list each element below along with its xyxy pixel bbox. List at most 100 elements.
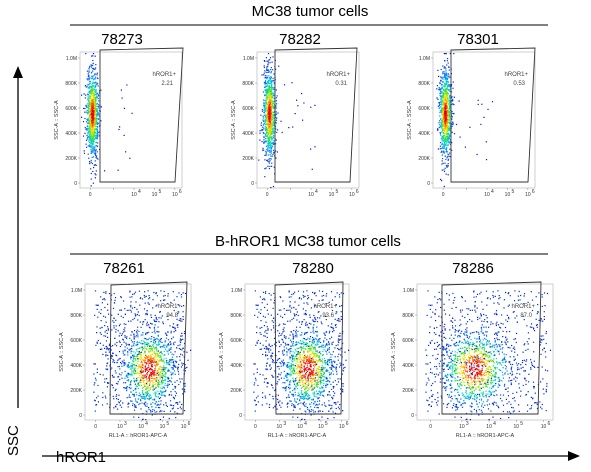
scatter-point bbox=[182, 292, 184, 294]
scatter-point bbox=[285, 388, 287, 390]
scatter-point bbox=[96, 120, 98, 122]
scatter-point bbox=[128, 344, 130, 346]
scatter-point bbox=[159, 356, 161, 359]
scatter-point bbox=[448, 136, 450, 138]
scatter-point bbox=[310, 106, 312, 108]
scatter-point bbox=[443, 125, 445, 127]
x-tick-label: 10 bbox=[277, 424, 283, 430]
scatter-point bbox=[270, 77, 272, 79]
scatter-point bbox=[444, 117, 446, 119]
scatter-point bbox=[285, 397, 288, 399]
scatter-point bbox=[150, 338, 152, 340]
scatter-point bbox=[176, 412, 178, 414]
scatter-point bbox=[331, 354, 333, 356]
scatter-point bbox=[95, 125, 97, 127]
scatter-point bbox=[271, 147, 273, 149]
scatter-point bbox=[159, 411, 161, 413]
scatter-point bbox=[139, 395, 141, 397]
scatter-point bbox=[441, 124, 443, 126]
scatter-point bbox=[95, 136, 97, 138]
scatter-point bbox=[275, 119, 277, 121]
scatter-point bbox=[447, 73, 449, 75]
scatter-point bbox=[89, 137, 91, 139]
scatter-point bbox=[292, 333, 294, 335]
scatter-point bbox=[118, 373, 120, 375]
scatter-point bbox=[149, 345, 151, 348]
scatter-point bbox=[181, 362, 183, 364]
scatter-point bbox=[158, 340, 160, 343]
scatter-point bbox=[162, 377, 164, 379]
scatter-point bbox=[92, 140, 94, 142]
scatter-point bbox=[298, 297, 300, 300]
scatter-point bbox=[86, 129, 88, 131]
scatter-point bbox=[307, 356, 309, 358]
scatter-point bbox=[104, 347, 106, 349]
scatter-point bbox=[292, 393, 294, 395]
scatter-point bbox=[97, 142, 99, 144]
scatter-point bbox=[91, 109, 93, 111]
scatter-point bbox=[291, 318, 293, 321]
scatter-point bbox=[443, 132, 445, 135]
scatter-point bbox=[152, 402, 154, 404]
scatter-point bbox=[92, 82, 94, 85]
scatter-point bbox=[117, 398, 119, 401]
scatter-point bbox=[263, 82, 265, 84]
scatter-point bbox=[119, 345, 121, 348]
scatter-point bbox=[94, 173, 96, 175]
scatter-point bbox=[277, 358, 279, 360]
scatter-point bbox=[167, 385, 169, 387]
scatter-point bbox=[159, 391, 162, 393]
scatter-point bbox=[301, 412, 303, 415]
scatter-point bbox=[173, 397, 176, 399]
scatter-point bbox=[180, 339, 182, 341]
scatter-point bbox=[135, 365, 137, 367]
scatter-point bbox=[156, 381, 158, 383]
scatter-point bbox=[170, 367, 172, 369]
scatter-point bbox=[155, 374, 157, 376]
scatter-point bbox=[139, 376, 141, 379]
scatter-point bbox=[273, 114, 275, 116]
scatter-point bbox=[266, 75, 268, 77]
scatter-point bbox=[186, 366, 188, 368]
scatter-point bbox=[141, 390, 143, 392]
scatter-point bbox=[155, 341, 157, 343]
scatter-point bbox=[146, 383, 148, 386]
scatter-point bbox=[88, 105, 90, 108]
scatter-point bbox=[90, 140, 92, 142]
scatter-point bbox=[443, 139, 446, 141]
scatter-point bbox=[269, 95, 271, 97]
scatter-point bbox=[168, 380, 170, 382]
scatter-point bbox=[144, 393, 146, 395]
scatter-point bbox=[442, 121, 444, 123]
scatter-point bbox=[265, 108, 267, 110]
scatter-point bbox=[175, 330, 177, 332]
scatter-point bbox=[92, 81, 94, 83]
scatter-point bbox=[308, 368, 310, 370]
scatter-point bbox=[97, 135, 99, 137]
scatter-point bbox=[97, 77, 99, 80]
scatter-point bbox=[151, 410, 153, 413]
scatter-point bbox=[444, 146, 446, 148]
scatter-point bbox=[167, 370, 169, 372]
scatter-point bbox=[440, 134, 442, 136]
scatter-point bbox=[91, 132, 93, 134]
scatter-point bbox=[449, 129, 451, 131]
scatter-point bbox=[92, 112, 94, 115]
scatter-point bbox=[325, 380, 327, 383]
scatter-point bbox=[88, 106, 90, 108]
scatter-point bbox=[445, 75, 447, 77]
scatter-point bbox=[89, 114, 91, 116]
scatter-point bbox=[106, 403, 108, 405]
scatter-point bbox=[115, 325, 117, 327]
scatter-point bbox=[113, 376, 115, 378]
y-axis-title: SSC-A :: SSC-A bbox=[54, 100, 60, 140]
scatter-point bbox=[131, 374, 133, 376]
scatter-point bbox=[89, 113, 91, 115]
scatter-point bbox=[95, 119, 97, 121]
scatter-point bbox=[445, 53, 447, 55]
scatter-point bbox=[153, 339, 155, 341]
scatter-point bbox=[142, 395, 144, 397]
scatter-point bbox=[445, 143, 447, 145]
scatter-point bbox=[445, 151, 447, 153]
scatter-point bbox=[95, 114, 97, 116]
